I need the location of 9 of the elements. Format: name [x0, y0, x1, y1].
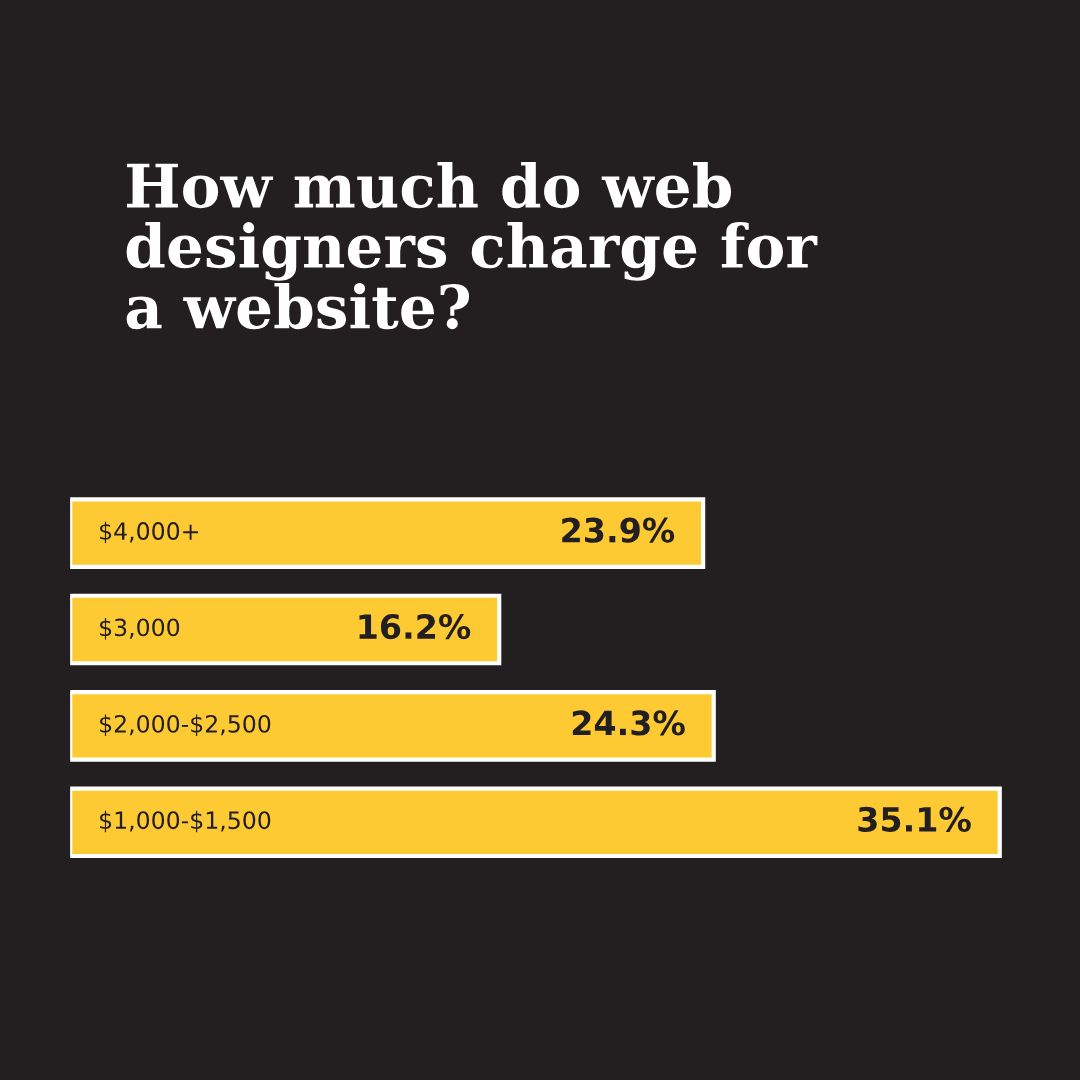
y-tick-label: $3,000 — [100, 618, 180, 640]
chart-title: How much do web designers charge for a website? — [126, 162, 818, 330]
data-label: 16.2% — [359, 613, 471, 640]
y-tick-label: $4,000+ — [100, 521, 198, 544]
data-label: 24.3% — [572, 710, 685, 736]
data-label: 35.1% — [858, 806, 971, 832]
y-tick-label: $2,000-$2,500 — [100, 714, 271, 736]
data-label: 23.9% — [562, 517, 675, 543]
y-tick-label: $1,000-$1,500 — [100, 810, 271, 833]
